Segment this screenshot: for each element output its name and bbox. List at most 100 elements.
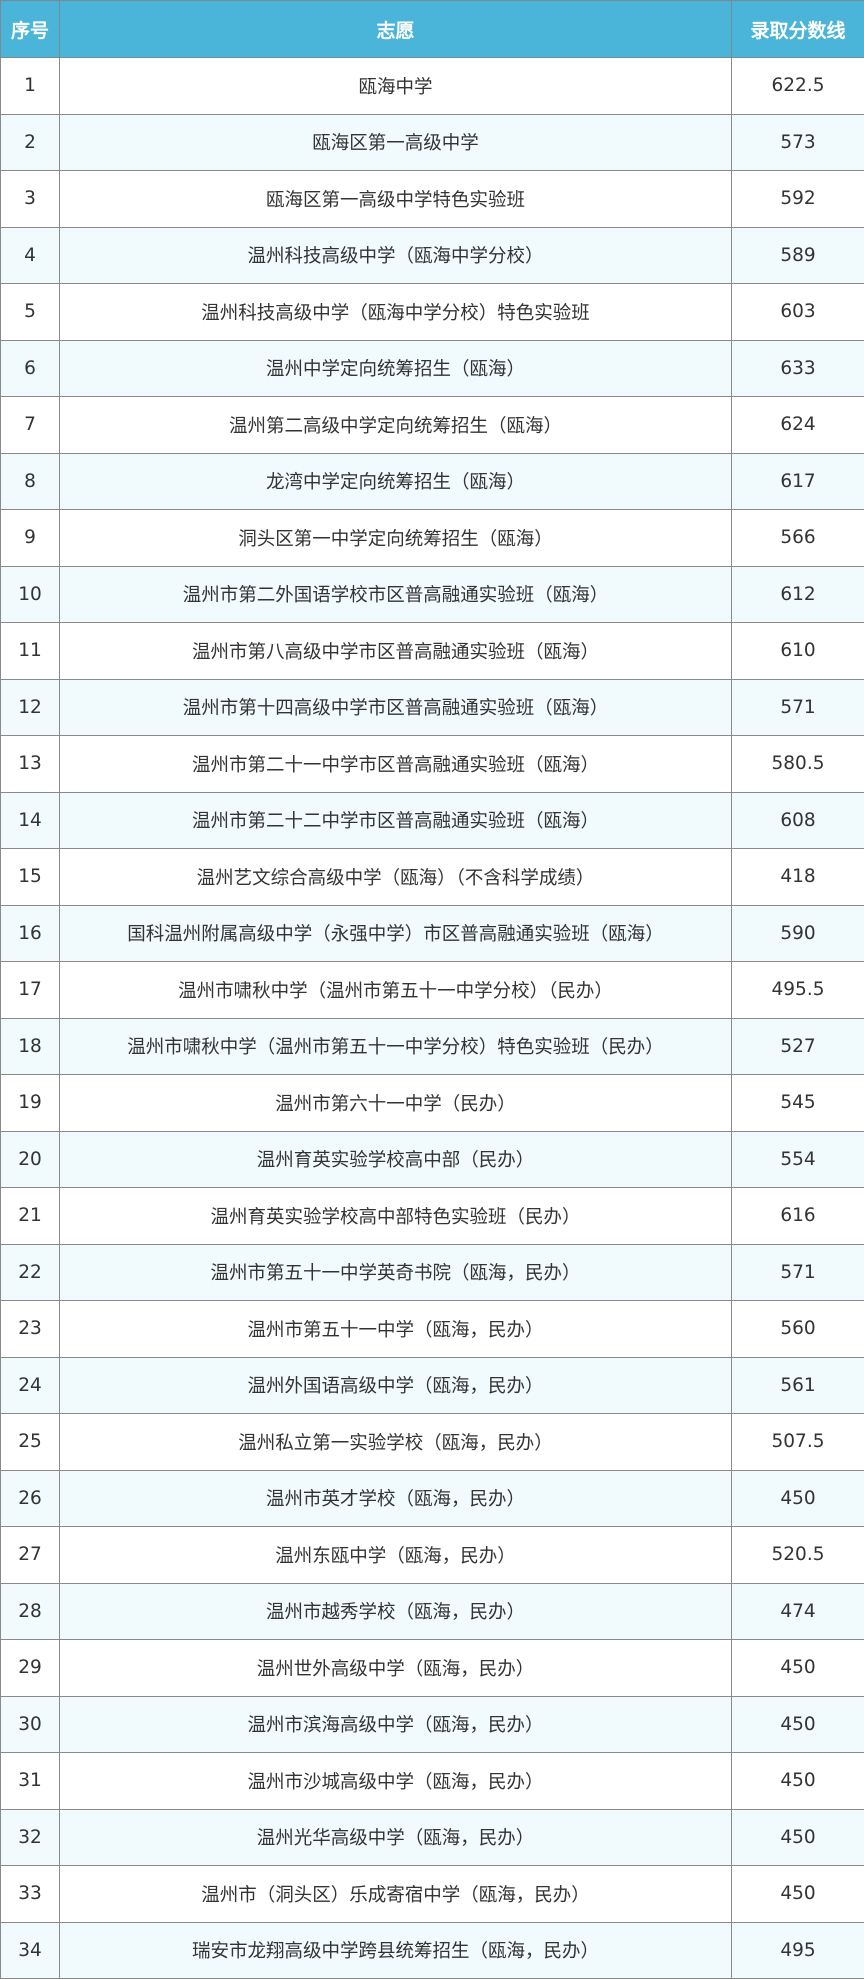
row-score: 589 xyxy=(731,226,864,284)
header-choice: 志愿 xyxy=(59,0,732,58)
table-row: 10 温州市第二外国语学校市区普高融通实验班（瓯海） 612 xyxy=(0,565,864,623)
row-score: 450 xyxy=(731,1639,864,1697)
row-score: 495 xyxy=(731,1921,864,1979)
row-score: 573 xyxy=(731,113,864,171)
row-score: 561 xyxy=(731,1356,864,1414)
row-index: 5 xyxy=(0,283,60,341)
table-row: 26 温州市英才学校（瓯海，民办） 450 xyxy=(0,1469,864,1527)
row-score: 616 xyxy=(731,1187,864,1245)
row-score: 571 xyxy=(731,1243,864,1301)
row-index: 16 xyxy=(0,904,60,962)
table-row: 6 温州中学定向统筹招生（瓯海） 633 xyxy=(0,339,864,397)
row-score: 560 xyxy=(731,1300,864,1358)
table-row: 20 温州育英实验学校高中部（民办） 554 xyxy=(0,1130,864,1188)
row-school-name: 温州育英实验学校高中部（民办） xyxy=(59,1130,732,1188)
row-index: 25 xyxy=(0,1413,60,1471)
row-index: 28 xyxy=(0,1582,60,1640)
row-school-name: 温州市第八高级中学市区普高融通实验班（瓯海） xyxy=(59,622,732,680)
row-school-name: 温州市（洞头区）乐成寄宿中学（瓯海，民办） xyxy=(59,1865,732,1923)
table-row: 7 温州第二高级中学定向统筹招生（瓯海） 624 xyxy=(0,396,864,454)
row-score: 603 xyxy=(731,283,864,341)
row-index: 22 xyxy=(0,1243,60,1301)
table-row: 1 瓯海中学 622.5 xyxy=(0,57,864,115)
row-index: 3 xyxy=(0,170,60,228)
row-index: 33 xyxy=(0,1865,60,1923)
row-index: 32 xyxy=(0,1808,60,1866)
row-school-name: 温州市第二外国语学校市区普高融通实验班（瓯海） xyxy=(59,565,732,623)
table-row: 18 温州市啸秋中学（温州市第五十一中学分校）特色实验班（民办） 527 xyxy=(0,1017,864,1075)
table-row: 23 温州市第五十一中学（瓯海，民办） 560 xyxy=(0,1300,864,1358)
row-score: 624 xyxy=(731,396,864,454)
table-row: 8 龙湾中学定向统筹招生（瓯海） 617 xyxy=(0,452,864,510)
row-school-name: 温州市第六十一中学（民办） xyxy=(59,1074,732,1132)
row-school-name: 温州市第五十一中学（瓯海，民办） xyxy=(59,1300,732,1358)
row-school-name: 龙湾中学定向统筹招生（瓯海） xyxy=(59,452,732,510)
row-index: 14 xyxy=(0,791,60,849)
row-school-name: 温州外国语高级中学（瓯海，民办） xyxy=(59,1356,732,1414)
row-index: 24 xyxy=(0,1356,60,1414)
row-index: 34 xyxy=(0,1921,60,1979)
row-index: 21 xyxy=(0,1187,60,1245)
row-school-name: 瓯海中学 xyxy=(59,57,732,115)
table-row: 22 温州市第五十一中学英奇书院（瓯海，民办） 571 xyxy=(0,1243,864,1301)
row-score: 520.5 xyxy=(731,1526,864,1584)
row-school-name: 温州市啸秋中学（温州市第五十一中学分校）特色实验班（民办） xyxy=(59,1017,732,1075)
row-school-name: 温州市英才学校（瓯海，民办） xyxy=(59,1469,732,1527)
row-score: 474 xyxy=(731,1582,864,1640)
row-score: 545 xyxy=(731,1074,864,1132)
row-score: 527 xyxy=(731,1017,864,1075)
row-score: 610 xyxy=(731,622,864,680)
row-index: 6 xyxy=(0,339,60,397)
row-school-name: 温州市第二十一中学市区普高融通实验班（瓯海） xyxy=(59,735,732,793)
table-row: 30 温州市滨海高级中学（瓯海，民办） 450 xyxy=(0,1695,864,1753)
table-row: 19 温州市第六十一中学（民办） 545 xyxy=(0,1074,864,1132)
table-row: 21 温州育英实验学校高中部特色实验班（民办） 616 xyxy=(0,1187,864,1245)
row-school-name: 温州私立第一实验学校（瓯海，民办） xyxy=(59,1413,732,1471)
row-index: 9 xyxy=(0,509,60,567)
row-school-name: 温州世外高级中学（瓯海，民办） xyxy=(59,1639,732,1697)
row-index: 8 xyxy=(0,452,60,510)
table-row: 31 温州市沙城高级中学（瓯海，民办） 450 xyxy=(0,1752,864,1810)
table-row: 24 温州外国语高级中学（瓯海，民办） 561 xyxy=(0,1356,864,1414)
table-row: 34 瑞安市龙翔高级中学跨县统筹招生（瓯海，民办） 495 xyxy=(0,1921,864,1979)
row-score: 580.5 xyxy=(731,735,864,793)
row-score: 450 xyxy=(731,1695,864,1753)
row-school-name: 瑞安市龙翔高级中学跨县统筹招生（瓯海，民办） xyxy=(59,1921,732,1979)
row-score: 622.5 xyxy=(731,57,864,115)
row-score: 418 xyxy=(731,848,864,906)
row-index: 10 xyxy=(0,565,60,623)
row-score: 592 xyxy=(731,170,864,228)
row-school-name: 瓯海区第一高级中学特色实验班 xyxy=(59,170,732,228)
row-index: 2 xyxy=(0,113,60,171)
table-row: 14 温州市第二十二中学市区普高融通实验班（瓯海） 608 xyxy=(0,791,864,849)
table-row: 3 瓯海区第一高级中学特色实验班 592 xyxy=(0,170,864,228)
row-school-name: 洞头区第一中学定向统筹招生（瓯海） xyxy=(59,509,732,567)
header-index: 序号 xyxy=(0,0,60,58)
row-score: 571 xyxy=(731,678,864,736)
row-school-name: 温州市第二十二中学市区普高融通实验班（瓯海） xyxy=(59,791,732,849)
row-score: 566 xyxy=(731,509,864,567)
table-row: 25 温州私立第一实验学校（瓯海，民办） 507.5 xyxy=(0,1413,864,1471)
row-school-name: 温州市越秀学校（瓯海，民办） xyxy=(59,1582,732,1640)
row-score: 450 xyxy=(731,1469,864,1527)
row-school-name: 瓯海区第一高级中学 xyxy=(59,113,732,171)
row-school-name: 温州艺文综合高级中学（瓯海）（不含科学成绩） xyxy=(59,848,732,906)
row-index: 18 xyxy=(0,1017,60,1075)
header-score: 录取分数线 xyxy=(731,0,864,58)
row-index: 19 xyxy=(0,1074,60,1132)
row-index: 12 xyxy=(0,678,60,736)
row-score: 608 xyxy=(731,791,864,849)
table-row: 4 温州科技高级中学（瓯海中学分校） 589 xyxy=(0,226,864,284)
table-row: 12 温州市第十四高级中学市区普高融通实验班（瓯海） 571 xyxy=(0,678,864,736)
table-row: 2 瓯海区第一高级中学 573 xyxy=(0,113,864,171)
row-school-name: 温州东瓯中学（瓯海，民办） xyxy=(59,1526,732,1584)
row-index: 17 xyxy=(0,961,60,1019)
row-index: 26 xyxy=(0,1469,60,1527)
row-school-name: 温州市滨海高级中学（瓯海，民办） xyxy=(59,1695,732,1753)
row-index: 15 xyxy=(0,848,60,906)
row-school-name: 温州市第五十一中学英奇书院（瓯海，民办） xyxy=(59,1243,732,1301)
header-row: 序号 志愿 录取分数线 xyxy=(0,0,864,58)
row-index: 30 xyxy=(0,1695,60,1753)
row-index: 1 xyxy=(0,57,60,115)
row-index: 4 xyxy=(0,226,60,284)
